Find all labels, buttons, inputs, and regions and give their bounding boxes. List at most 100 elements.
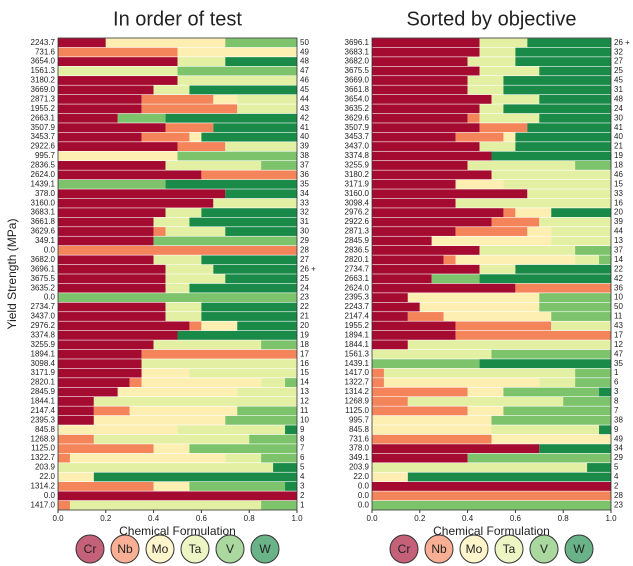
bar-segment — [372, 500, 611, 510]
bar-segment — [503, 132, 516, 142]
bar-segment — [372, 227, 456, 236]
bar-segment — [372, 321, 456, 331]
legend-swatch — [250, 534, 280, 564]
y-tick-label: 0.0 — [358, 491, 370, 500]
bar-segment — [201, 255, 297, 265]
y-tick-label: 995.7 — [35, 151, 56, 160]
bar-segment — [237, 406, 297, 416]
id-label: 6 — [300, 453, 305, 462]
bar-segment — [153, 481, 190, 491]
bar-segment — [372, 179, 456, 189]
y-tick-label: 3654.0 — [345, 94, 370, 103]
legend-swatch — [215, 534, 245, 564]
bar-segment — [58, 38, 106, 48]
bar-segment — [58, 359, 142, 369]
bar-segment — [372, 472, 408, 482]
y-tick-label: 3160.0 — [345, 189, 370, 198]
bar-segment — [58, 236, 154, 246]
y-tick-label: 2624.0 — [31, 170, 56, 179]
id-label: 19 — [300, 330, 309, 339]
bar-segment — [372, 255, 444, 265]
bar-segment — [575, 378, 611, 387]
id-label: 40 — [300, 132, 309, 141]
bar-segment — [491, 415, 611, 425]
y-tick-label: 731.6 — [349, 434, 370, 443]
bar-segment — [515, 57, 611, 67]
bar-segment — [225, 189, 297, 199]
x-tick-label: 0.0 — [52, 514, 64, 523]
x-tick-label: 1.0 — [291, 514, 303, 523]
bar-segment — [58, 397, 94, 406]
bar-segment — [503, 406, 611, 416]
bar-segment — [225, 57, 297, 67]
id-label: 30 — [300, 227, 309, 236]
bar-segment — [455, 255, 576, 265]
bar-segment — [165, 113, 297, 123]
id-label: 19 — [614, 151, 623, 160]
id-label: 46 — [614, 170, 623, 179]
y-tick-label: 3661.8 — [345, 85, 370, 94]
bar-segment — [189, 283, 297, 293]
id-label: 7 — [614, 406, 619, 415]
bar-segment — [551, 321, 611, 331]
bar-segment — [491, 94, 540, 104]
bar-segment — [117, 113, 166, 123]
id-label: 50 — [614, 302, 623, 311]
legend-swatch — [110, 534, 140, 564]
id-label: 23 — [614, 500, 623, 509]
y-tick-label: 2922.6 — [345, 217, 370, 226]
id-label: 25 — [300, 274, 309, 283]
bar-segment — [539, 217, 611, 227]
x-tick-label: 0.2 — [414, 514, 426, 523]
id-label: 21 — [300, 312, 309, 321]
bar-segment — [527, 123, 611, 133]
bar-segment — [479, 142, 516, 151]
legend-label: Mo — [466, 542, 483, 556]
y-tick-label: 3682.0 — [345, 57, 370, 66]
y-tick-label: 3453.7 — [31, 132, 56, 141]
bar-segment — [455, 330, 611, 340]
y-tick-label: 1439.1 — [345, 359, 370, 368]
bar-segment — [383, 378, 540, 387]
y-tick-label: 995.7 — [349, 415, 370, 424]
bar-segment — [407, 312, 444, 321]
bar-segment — [93, 415, 226, 425]
bar-segment — [249, 434, 297, 444]
bar-segment — [201, 170, 297, 180]
y-tick-label: 3507.9 — [31, 123, 56, 132]
bar-segment — [551, 208, 611, 218]
plot-frame — [57, 37, 298, 511]
bar-segment — [491, 217, 540, 227]
y-tick-label: 3683.1 — [31, 208, 56, 217]
bar-segment — [177, 66, 297, 76]
y-tick-label: 2871.3 — [31, 94, 56, 103]
id-label: 39 — [614, 217, 623, 226]
bar-segment — [515, 142, 611, 151]
y-tick-label: 3171.9 — [345, 179, 370, 188]
bar-segment — [431, 274, 480, 284]
y-tick-label: 3675.5 — [31, 274, 56, 283]
plot-frame — [371, 37, 612, 511]
id-label: 32 — [614, 47, 623, 56]
bar-segment — [372, 491, 611, 501]
y-tick-label: 731.6 — [35, 47, 56, 56]
id-label: 18 — [614, 161, 623, 170]
bar-segment — [201, 321, 238, 331]
bar-segment — [58, 227, 154, 236]
y-tick-label: 3682.0 — [31, 255, 56, 264]
id-label: 35 — [614, 359, 623, 368]
bar-segment — [141, 104, 238, 114]
x-tick-label: 0.8 — [558, 514, 570, 523]
bar-segment — [372, 217, 492, 227]
legend-swatch — [564, 534, 594, 564]
legend-label: Cr — [84, 542, 97, 556]
bar-segment — [515, 208, 552, 218]
bar-segment — [213, 264, 297, 274]
bar-segment — [372, 123, 480, 133]
x-tick-label: 0.4 — [148, 514, 160, 523]
id-label: 39 — [300, 142, 309, 151]
bar-segment — [58, 245, 297, 255]
bar-segment — [141, 359, 297, 369]
y-tick-label: 2624.0 — [345, 283, 370, 292]
bar-segment — [491, 151, 611, 161]
